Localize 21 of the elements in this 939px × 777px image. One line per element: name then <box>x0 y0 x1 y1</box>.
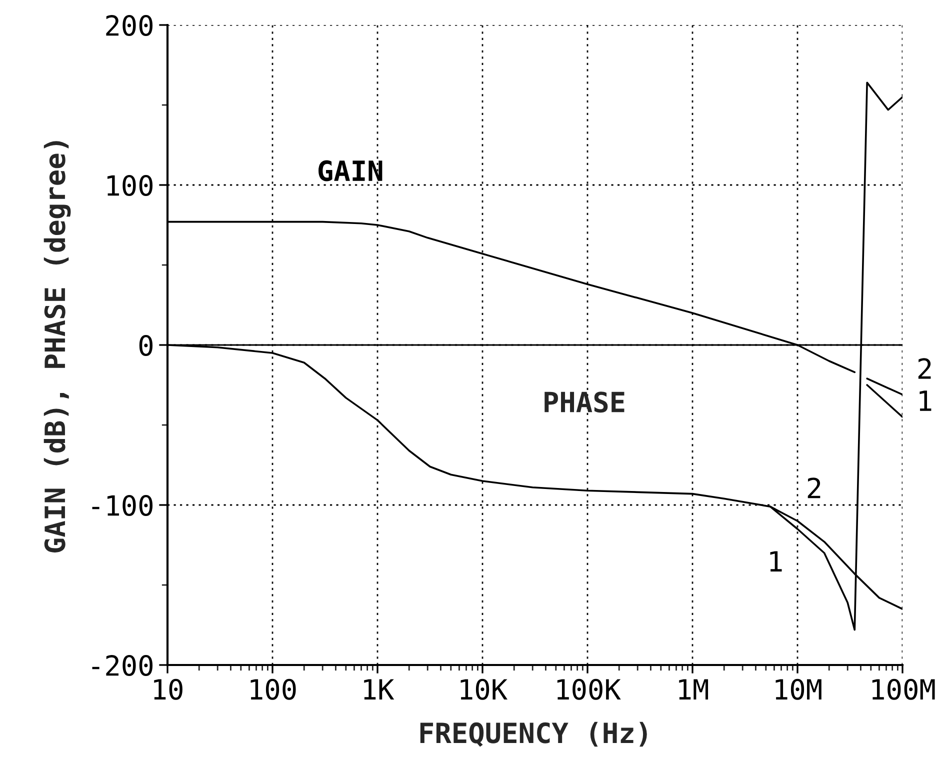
x-tick-label: 10 <box>154 678 182 700</box>
x-tick-label: 10K <box>460 678 508 700</box>
x-tick-label: 10M <box>776 678 822 700</box>
y-tick-label: -100 <box>92 495 153 516</box>
x-tick-label: 1K <box>364 679 394 700</box>
series-label: GAIN <box>318 160 382 182</box>
series-label: 1 <box>770 551 782 572</box>
x-axis-title: FREQUENCY (Hz) <box>420 722 647 747</box>
x-tick-label: 100 <box>250 678 296 700</box>
y-tick-label: 0 <box>139 335 153 356</box>
y-tick-label: -200 <box>92 655 153 676</box>
y-axis-title: GAIN (dB), PHASE (degree) <box>44 141 71 552</box>
annotation: PHASE <box>544 392 624 413</box>
y-tick-label: 100 <box>107 175 153 196</box>
x-tick-label: 100M <box>872 678 935 700</box>
x-tick-label: 1M <box>679 679 708 700</box>
series-label: 2 <box>918 358 931 379</box>
series-label: 1 <box>920 390 932 411</box>
x-tick-label: 100K <box>557 678 621 700</box>
series-label: 2 <box>808 478 820 498</box>
y-tick-label: 200 <box>106 15 153 36</box>
